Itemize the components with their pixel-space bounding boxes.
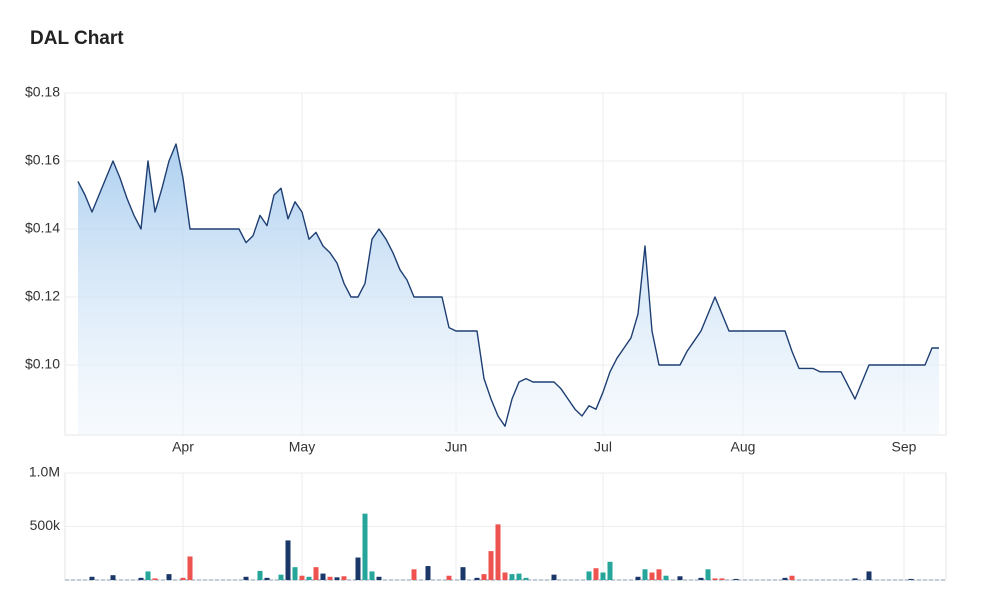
- volume-bar: [460, 567, 466, 580]
- x-tick-label: Aug: [731, 439, 756, 455]
- x-tick-label: Jul: [594, 439, 612, 455]
- volume-bar: [866, 571, 872, 580]
- volume-bar: [600, 572, 606, 580]
- y-tick-label: $0.18: [25, 84, 60, 100]
- volume-bar: [852, 578, 858, 580]
- volume-bar: [733, 578, 739, 580]
- volume-bar: [908, 578, 914, 580]
- y-tick-label: 1.0M: [29, 464, 60, 480]
- x-tick-label: Jun: [445, 439, 468, 455]
- volume-bar: [502, 572, 508, 580]
- volume-bar: [677, 576, 683, 580]
- volume-bar: [341, 576, 347, 580]
- volume-bar: [516, 573, 522, 580]
- volume-bar: [243, 576, 249, 580]
- x-tick-label: Sep: [892, 439, 917, 455]
- volume-bar: [257, 570, 263, 580]
- volume-bar: [719, 578, 725, 580]
- volume-bar: [152, 578, 158, 580]
- volume-bar: [635, 576, 641, 580]
- volume-bar: [495, 524, 501, 580]
- volume-bar: [425, 566, 431, 580]
- volume-bar: [488, 551, 494, 580]
- volume-bar: [607, 561, 613, 580]
- volume-bar: [313, 567, 319, 580]
- volume-bar: [166, 574, 172, 580]
- volume-bar: [586, 571, 592, 580]
- volume-bar: [411, 569, 417, 580]
- volume-bar: [649, 572, 655, 580]
- volume-bar: [481, 574, 487, 580]
- volume-bar: [180, 577, 186, 580]
- volume-bar: [355, 557, 361, 580]
- volume-bar: [712, 578, 718, 580]
- volume-bar: [89, 576, 95, 580]
- volume-bar: [327, 576, 333, 580]
- volume-bar: [789, 575, 795, 580]
- y-tick-label: $0.12: [25, 288, 60, 304]
- volume-bar: [278, 574, 284, 580]
- volume-bar: [145, 571, 151, 580]
- volume-bar: [285, 540, 291, 580]
- volume-bar: [474, 577, 480, 580]
- volume-bar: [446, 575, 452, 580]
- price-line: [77, 143, 939, 427]
- price-area: [78, 144, 939, 435]
- volume-bar: [306, 576, 312, 580]
- volume-bar: [138, 577, 144, 580]
- volume-bar: [187, 556, 193, 580]
- y-tick-label: $0.10: [25, 356, 60, 372]
- volume-bar: [362, 513, 368, 580]
- volume-bar: [509, 574, 515, 580]
- y-tick-label: $0.16: [25, 152, 60, 168]
- volume-bar: [292, 567, 298, 580]
- volume-bar: [663, 575, 669, 580]
- volume-bar: [593, 568, 599, 580]
- page-title: DAL Chart: [30, 28, 124, 49]
- volume-bar: [369, 571, 375, 580]
- volume-bar: [698, 577, 704, 580]
- y-tick-label: $0.14: [25, 220, 60, 236]
- volume-bar: [551, 574, 557, 580]
- volume-bar: [782, 577, 788, 580]
- volume-bar: [642, 569, 648, 580]
- volume-bar: [656, 569, 662, 580]
- volume-bar: [705, 569, 711, 580]
- volume-bar: [523, 577, 529, 580]
- x-tick-label: Apr: [172, 439, 194, 455]
- volume-bar: [320, 573, 326, 580]
- x-tick-label: May: [289, 439, 315, 455]
- volume-bar: [299, 575, 305, 580]
- volume-bar: [110, 575, 116, 580]
- volume-bar: [264, 577, 270, 580]
- volume-bar: [376, 576, 382, 580]
- y-tick-label: 500k: [30, 517, 61, 533]
- volume-bar: [334, 577, 340, 580]
